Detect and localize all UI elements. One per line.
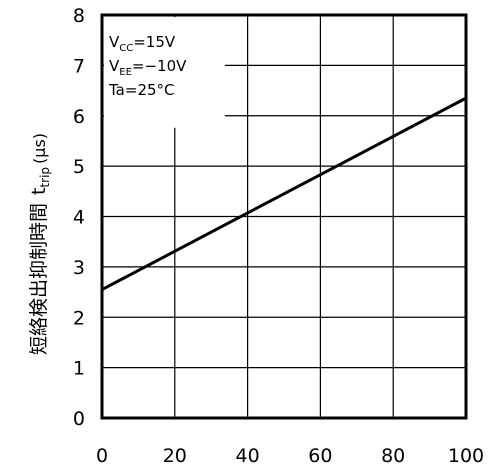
y-tick-labels: 0 1 2 3 4 5 6 7 8 (73, 5, 85, 430)
x-tick-label: 60 (308, 445, 332, 467)
x-tick-label: 80 (381, 445, 405, 467)
series (101, 96, 467, 291)
y-tick-label: 2 (73, 307, 85, 329)
x-tick-label: 0 (96, 445, 108, 467)
x-tick-label: 40 (236, 445, 260, 467)
annotation-box: VCC=15V VEE=−10V Ta=25°C (104, 17, 225, 128)
y-tick-label: 7 (73, 55, 85, 77)
x-tick-labels: 0 20 40 60 80 100 (96, 445, 484, 467)
annotation-ta: Ta=25°C (108, 81, 175, 99)
annotation-vee: VEE=−10V (109, 57, 187, 78)
x-tick-label: 20 (163, 445, 187, 467)
x-tick-label: 100 (448, 445, 484, 467)
y-axis-label: 短絡検出抑制時間ttrip(μs) (28, 133, 52, 355)
annotation-vcc: VCC=15V (109, 33, 176, 54)
y-tick-label: 0 (73, 408, 85, 430)
grid (102, 15, 466, 418)
y-tick-label: 5 (73, 156, 85, 178)
y-tick-label: 4 (73, 207, 85, 229)
annotation-background (104, 17, 225, 128)
y-tick-label: 3 (73, 257, 85, 279)
y-tick-label: 8 (73, 5, 85, 27)
y-tick-label: 1 (73, 358, 85, 380)
plot-frame (100, 13, 468, 420)
y-tick-label: 6 (73, 106, 85, 128)
series-line (101, 96, 467, 291)
